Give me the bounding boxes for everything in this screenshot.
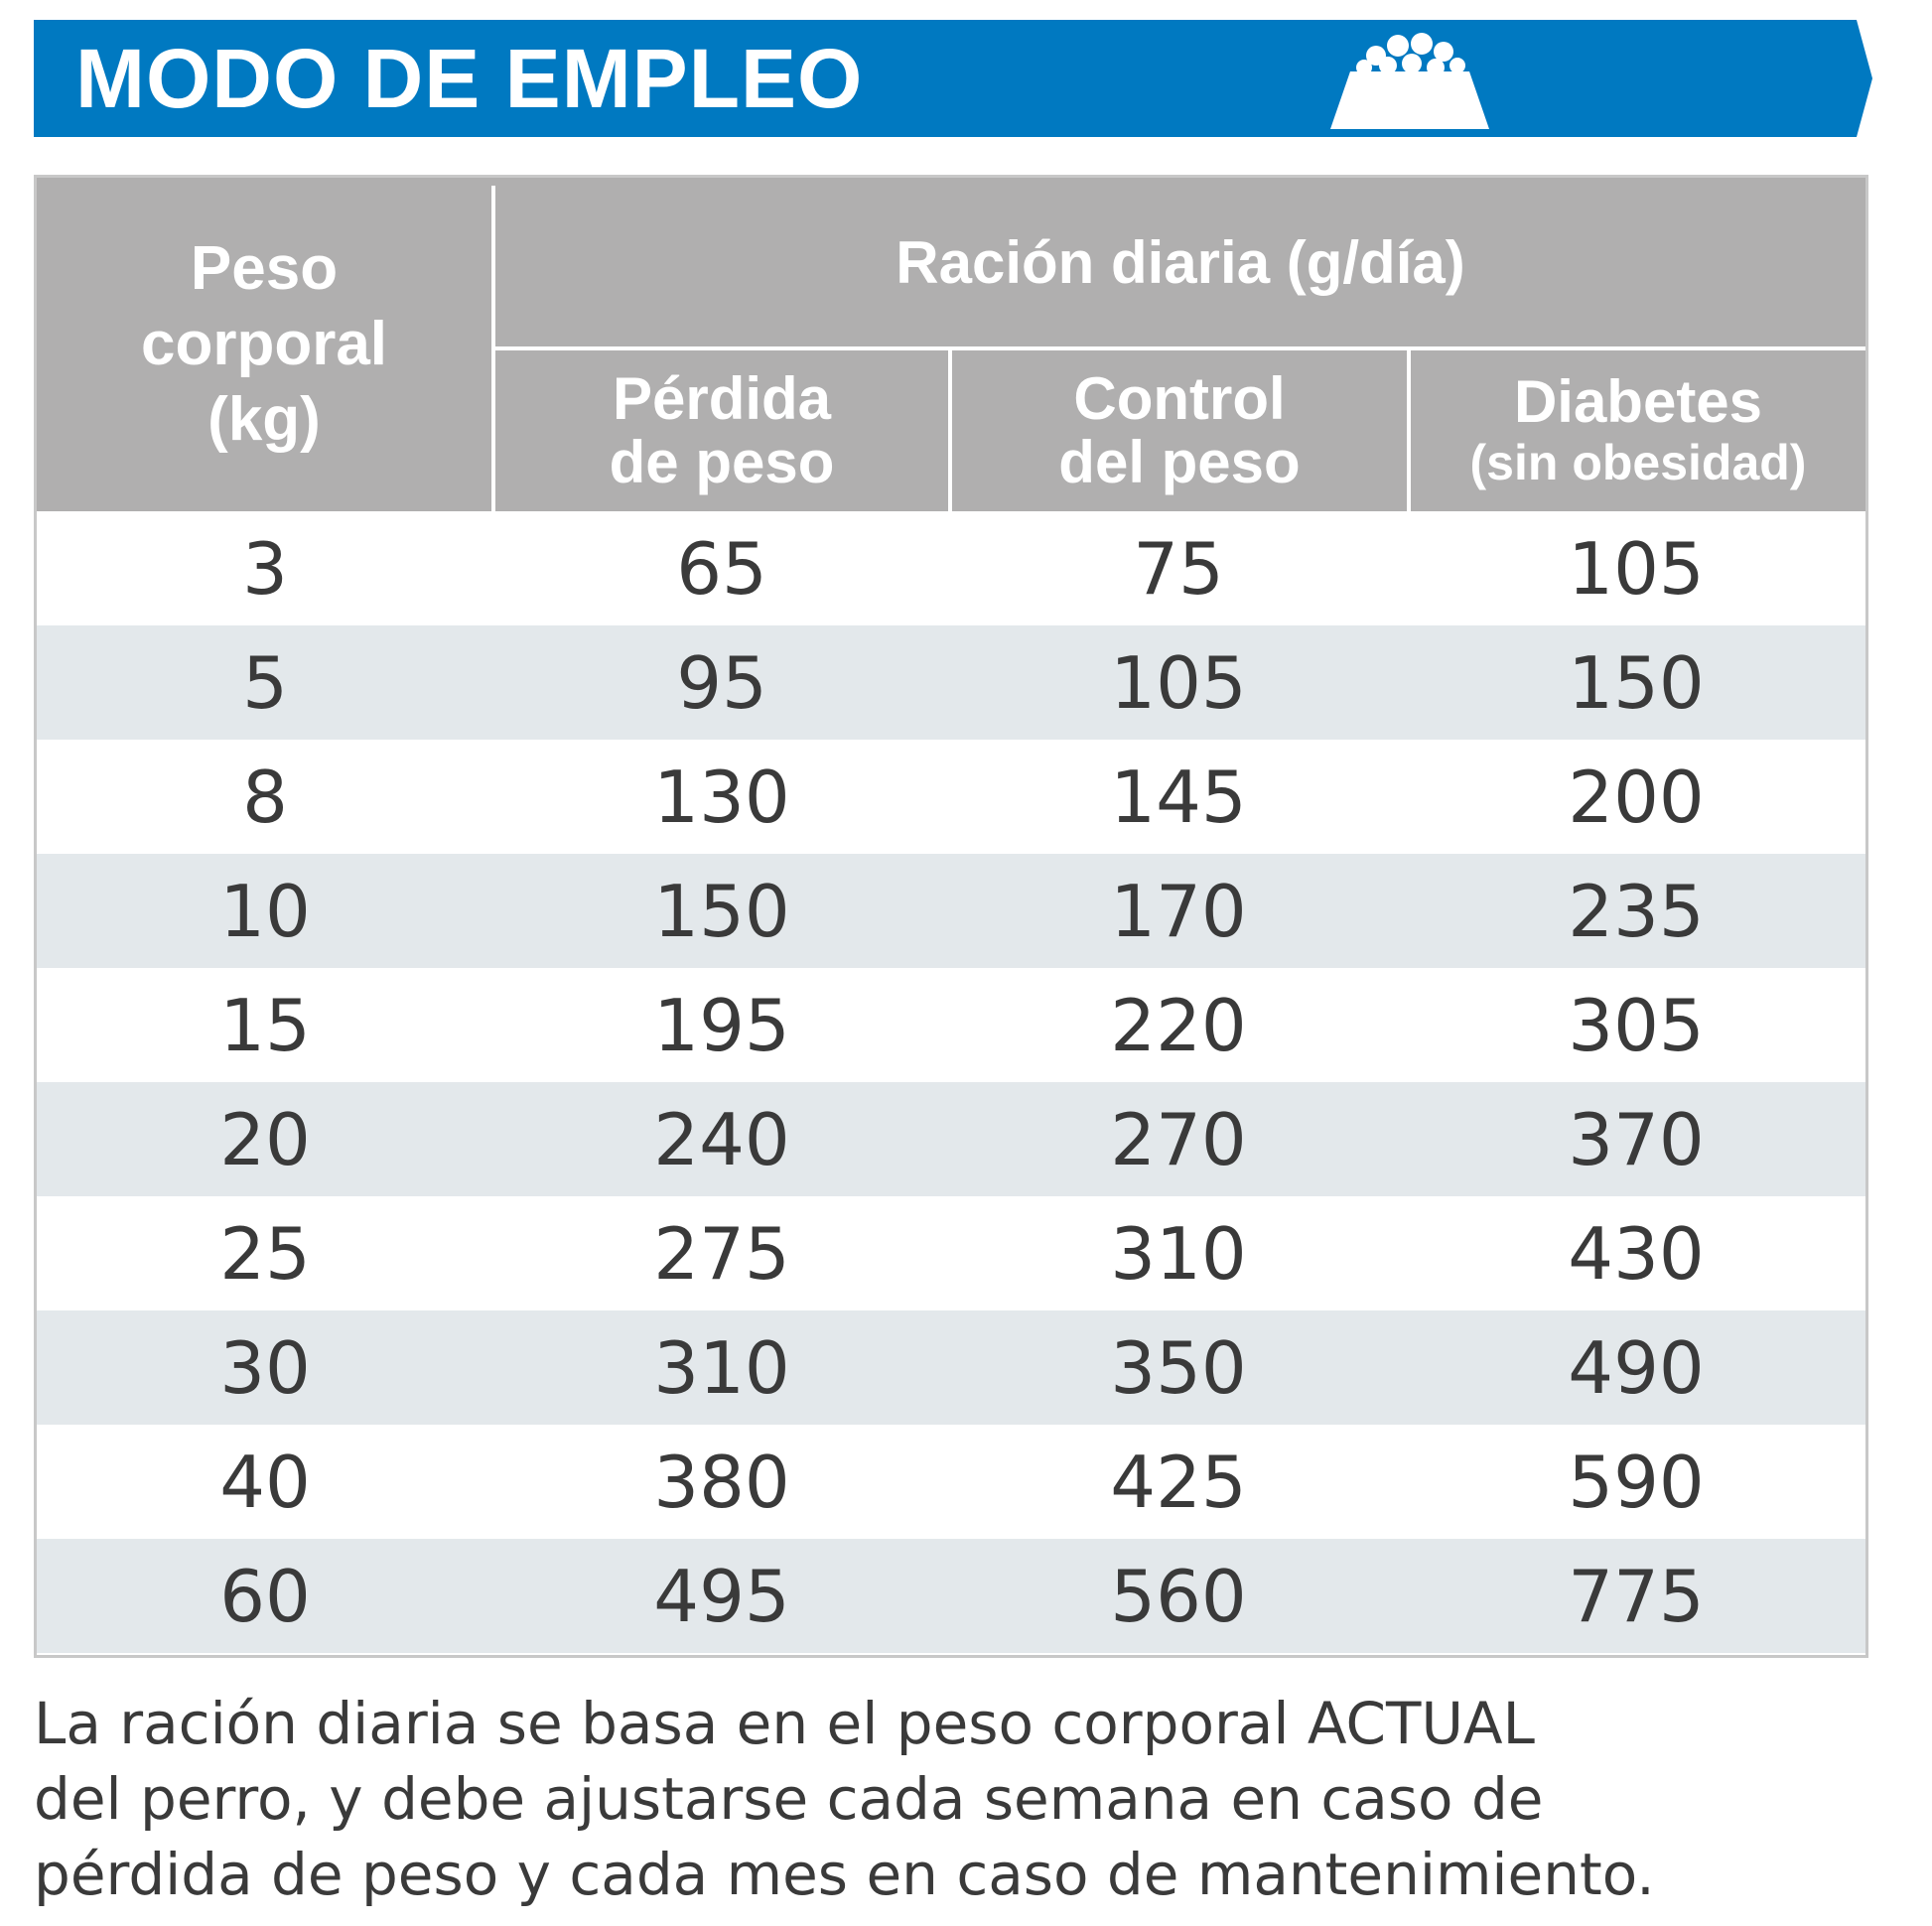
table-row: 60 495 560 775 [37,1539,1865,1653]
cell-weight-loss: 130 [653,755,790,839]
cell-weight-loss: 150 [653,869,790,953]
header-divider [948,350,952,511]
note-line-3: pérdida de peso y cada mes en caso de ma… [34,1841,1655,1908]
cell-weight: 3 [242,526,288,611]
header-diabetes-line-2: (sin obesidad) [1469,435,1807,490]
cell-weight: 5 [242,640,288,725]
header-divider [495,346,1865,350]
cell-diabetes: 775 [1568,1554,1705,1638]
cell-weight-loss: 310 [653,1325,790,1410]
cell-weight-control: 105 [1110,640,1247,725]
title-banner: MODO DE EMPLEO [34,20,1872,137]
cell-diabetes: 370 [1568,1097,1705,1181]
cell-diabetes: 105 [1568,526,1705,611]
cell-diabetes: 430 [1568,1211,1705,1296]
cell-weight: 30 [219,1325,311,1410]
food-bowl-icon [1330,33,1489,129]
note-line-1: La ración diaria se basa en el peso corp… [34,1690,1535,1757]
banner-title: MODO DE EMPLEO [75,32,864,125]
cell-diabetes: 305 [1568,983,1705,1067]
cell-weight: 15 [219,983,311,1067]
header-weight-loss: Pérdida de peso [495,350,948,511]
header-diabetes: Diabetes (sin obesidad) [1411,350,1865,511]
table-body: 3 65 75 105 5 95 105 150 8 130 145 200 1… [37,511,1865,1653]
header-daily-ration: Ración diaria (g/día) [896,228,1465,296]
cell-weight: 40 [219,1440,311,1524]
cell-weight-loss: 275 [653,1211,790,1296]
cell-weight-control: 270 [1110,1097,1247,1181]
table-row: 20 240 270 370 [37,1082,1865,1196]
feeding-note: La ración diaria se basa en el peso corp… [34,1686,1900,1912]
cell-weight-loss: 240 [653,1097,790,1181]
header-weight-loss-line-1: Pérdida [612,365,832,432]
table-row: 3 65 75 105 [37,511,1865,625]
cell-weight-control: 145 [1110,755,1247,839]
cell-weight-control: 170 [1110,869,1247,953]
cell-weight-loss: 95 [676,640,767,725]
table-row: 15 195 220 305 [37,968,1865,1082]
cell-weight-control: 350 [1110,1325,1247,1410]
header-weight-line-2: corporal [140,310,388,378]
header-divider [1407,350,1411,511]
cell-weight: 20 [219,1097,311,1181]
cell-weight-control: 310 [1110,1211,1247,1296]
header-weight-line-3: (kg) [207,385,321,454]
header-weight-loss-line-2: de peso [609,429,835,495]
cell-diabetes: 490 [1568,1325,1705,1410]
cell-weight: 8 [242,755,288,839]
header-weight-line-1: Peso [190,234,339,303]
cell-weight-loss: 195 [653,983,790,1067]
cell-weight-loss: 495 [653,1554,790,1638]
cell-weight: 25 [219,1211,311,1296]
table-header: Peso corporal (kg) Ración diaria (g/día)… [37,178,1865,511]
table-row: 8 130 145 200 [37,740,1865,854]
header-body-weight: Peso corporal (kg) [37,178,491,511]
table-row: 30 310 350 490 [37,1310,1865,1425]
header-weight-control: Control del peso [952,350,1407,511]
header-diabetes-line-1: Diabetes [1513,368,1763,435]
cell-weight-control: 220 [1110,983,1247,1067]
cell-weight-loss: 380 [653,1440,790,1524]
cell-diabetes: 590 [1568,1440,1705,1524]
cell-diabetes: 200 [1568,755,1705,839]
cell-diabetes: 150 [1568,640,1705,725]
header-weight-control-line-1: Control [1073,365,1286,432]
cell-weight-control: 425 [1110,1440,1247,1524]
note-line-2: del perro, y debe ajustarse cada semana … [34,1765,1544,1833]
table-row: 25 275 310 430 [37,1196,1865,1310]
cell-weight: 60 [219,1554,311,1638]
table-row: 10 150 170 235 [37,854,1865,968]
header-weight-control-line-2: del peso [1058,429,1301,495]
cell-weight-control: 560 [1110,1554,1247,1638]
cell-weight-control: 75 [1133,526,1224,611]
header-divider [491,186,495,511]
cell-diabetes: 235 [1568,869,1705,953]
table-row: 5 95 105 150 [37,625,1865,740]
cell-weight-loss: 65 [676,526,767,611]
feeding-table: Peso corporal (kg) Ración diaria (g/día)… [34,175,1868,1658]
table-row: 40 380 425 590 [37,1425,1865,1539]
cell-weight: 10 [219,869,311,953]
